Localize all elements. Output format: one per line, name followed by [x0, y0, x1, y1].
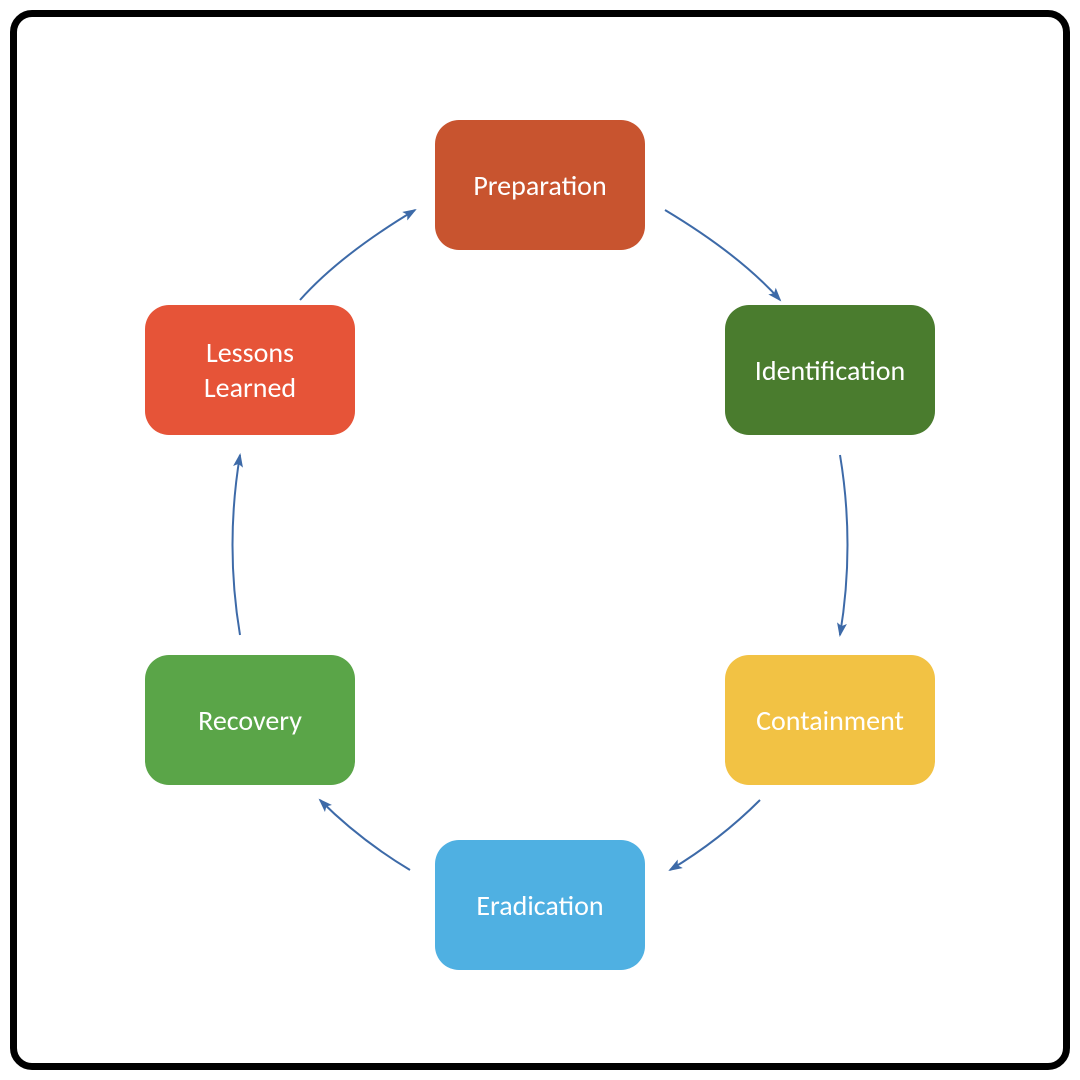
node-containment: Containment — [725, 655, 935, 785]
arrow-lessons-to-preparation — [300, 210, 415, 300]
arrow-recovery-to-lessons — [233, 455, 241, 635]
node-identification: Identification — [725, 305, 935, 435]
node-recovery: Recovery — [145, 655, 355, 785]
node-label: Containment — [756, 703, 904, 738]
node-label: Eradication — [476, 888, 603, 923]
node-label: Recovery — [198, 703, 302, 738]
arrow-eradication-to-recovery — [320, 800, 410, 870]
node-lessons: Lessons Learned — [145, 305, 355, 435]
node-eradication: Eradication — [435, 840, 645, 970]
arrow-identification-to-containment — [840, 455, 848, 635]
node-label: Lessons Learned — [204, 335, 296, 405]
cycle-diagram: Preparation Identification Containment Erad… — [0, 0, 1080, 1080]
arrow-containment-to-eradication — [670, 800, 760, 870]
node-label: Preparation — [473, 168, 606, 203]
node-preparation: Preparation — [435, 120, 645, 250]
node-label: Identification — [755, 353, 905, 388]
arrow-preparation-to-identification — [665, 210, 780, 300]
